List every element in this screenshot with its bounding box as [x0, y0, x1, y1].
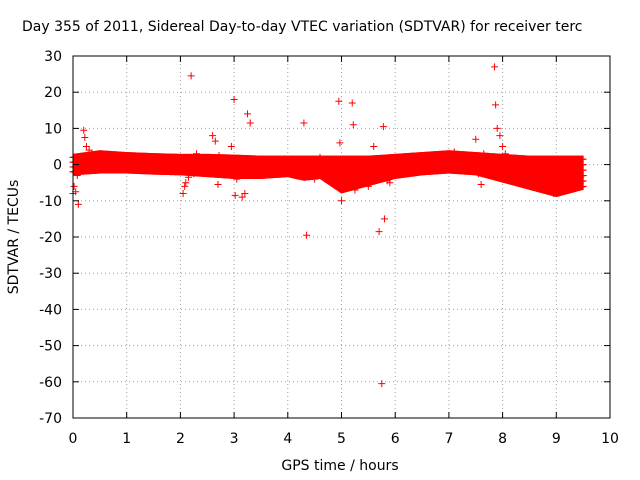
- data-point: [244, 110, 252, 118]
- data-point: [231, 191, 239, 199]
- data-point: [370, 143, 378, 150]
- data-point: [70, 182, 78, 190]
- data-point: [74, 200, 82, 208]
- data-point: [496, 132, 504, 140]
- x-tick-label: 6: [391, 431, 400, 447]
- y-tick-label: -60: [39, 375, 62, 391]
- data-point: [303, 231, 311, 239]
- x-tick-label: 7: [444, 431, 453, 447]
- data-point: [81, 133, 89, 141]
- y-tick-label: -20: [39, 230, 62, 246]
- x-tick-label: 8: [498, 431, 507, 447]
- x-tick-label: 9: [552, 431, 561, 447]
- data-point: [380, 215, 388, 223]
- y-tick-label: 0: [53, 158, 62, 174]
- y-axis-label: SDTVAR / TECUs: [6, 180, 22, 295]
- data-point: [214, 181, 222, 189]
- data-point: [181, 182, 189, 190]
- y-tick-label: 30: [44, 49, 62, 65]
- x-tick-label: 10: [601, 431, 619, 447]
- x-tick-label: 2: [176, 431, 185, 447]
- grid: [73, 56, 610, 418]
- data-points: [69, 63, 587, 388]
- x-tick-label: 1: [122, 431, 131, 447]
- x-axis-label: GPS time / hours: [281, 458, 398, 474]
- data-point: [187, 72, 195, 80]
- data-point: [336, 139, 344, 147]
- y-tick-label: -30: [39, 266, 62, 282]
- y-tick-label: -50: [39, 339, 62, 355]
- y-tick-label: -10: [39, 194, 62, 210]
- x-tick-label: 5: [337, 431, 346, 447]
- data-point: [472, 135, 480, 143]
- x-tick-label: 0: [69, 431, 78, 447]
- data-point: [491, 63, 499, 71]
- data-point: [378, 380, 386, 388]
- data-point: [349, 121, 357, 129]
- data-point: [375, 228, 383, 236]
- data-point: [499, 143, 507, 150]
- x-tick-label: 3: [230, 431, 239, 447]
- y-tick-label: -40: [39, 302, 62, 318]
- data-point: [338, 197, 345, 205]
- tick-labels: 0 1 2 3 4 5 6 7 8 9 10 -70 -60 -50 -40 -30 -20 -10 0 10 20 30: [39, 49, 619, 447]
- data-point: [348, 99, 356, 107]
- y-tick-label: 10: [44, 121, 62, 137]
- data-point: [379, 123, 387, 131]
- data-point: [246, 119, 254, 127]
- x-tick-label: 4: [283, 431, 292, 447]
- y-tick-label: 20: [44, 85, 62, 101]
- data-point: [477, 181, 485, 189]
- data-point: [300, 119, 308, 127]
- data-point: [493, 124, 501, 132]
- data-point: [80, 126, 88, 134]
- data-point: [492, 101, 500, 109]
- data-point: [230, 95, 238, 103]
- y-tick-label: -70: [39, 411, 62, 427]
- data-point: [335, 97, 343, 105]
- chart-title: Day 355 of 2011, Sidereal Day-to-day VTE…: [22, 19, 582, 35]
